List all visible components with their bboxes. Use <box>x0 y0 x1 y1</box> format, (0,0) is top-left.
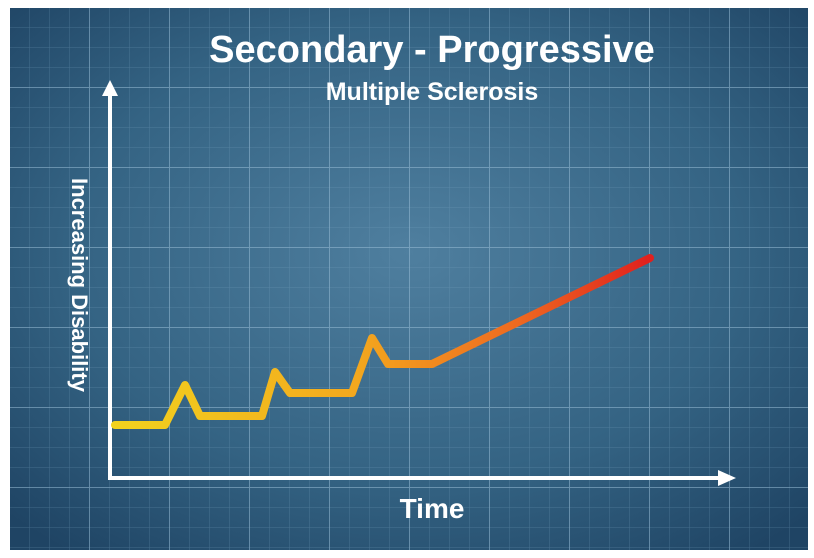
disability-line <box>111 254 654 429</box>
title: Secondary - Progressive <box>209 29 655 71</box>
subtitle: Multiple Sclerosis <box>326 78 539 106</box>
grid-coarse <box>10 8 808 550</box>
x-axis-arrow <box>718 470 736 486</box>
y-axis-label: Increasing Disability <box>67 178 92 393</box>
x-axis-label: Time <box>400 493 465 524</box>
y-axis-arrow <box>102 80 118 96</box>
